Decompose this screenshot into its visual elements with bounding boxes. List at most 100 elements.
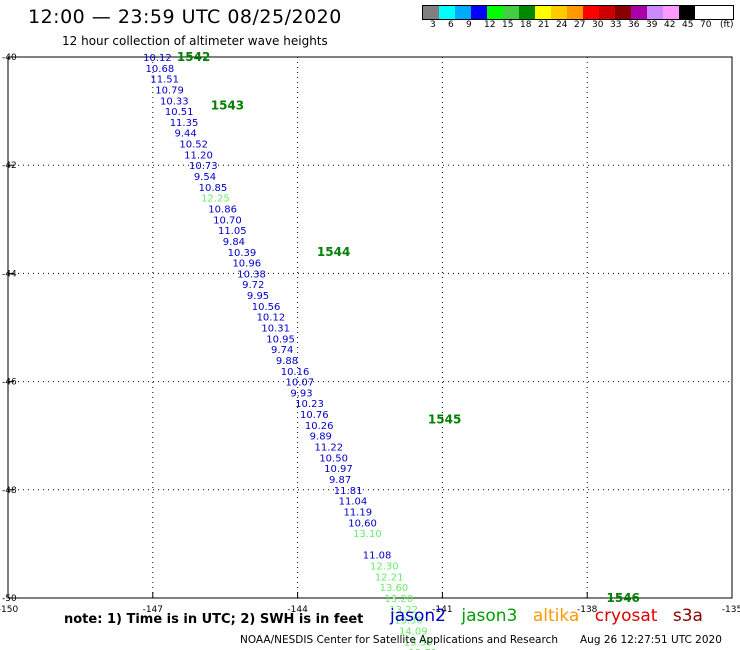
data-label-jason3: 13.20 (384, 594, 413, 605)
data-label-jason2: 11.05 (218, 226, 247, 237)
y-tick-label: -40 (2, 53, 17, 63)
scale-label-12: 39 (646, 20, 658, 30)
data-label-jason2: 10.23 (295, 399, 324, 410)
data-label-jason2: 10.26 (305, 421, 334, 432)
pass-number-label: 1544 (317, 245, 350, 259)
x-tick-label: -138 (577, 605, 598, 615)
plot-frame (7, 56, 733, 599)
data-label-jason2: 10.33 (160, 96, 189, 107)
data-label-jason2: 11.35 (170, 118, 199, 129)
data-label-jason2: 10.96 (232, 259, 261, 270)
y-tick-label: -50 (2, 594, 17, 604)
data-label-jason2: 10.95 (266, 334, 295, 345)
scale-swatch-11 (599, 6, 615, 19)
data-label-jason2: 10.31 (261, 324, 290, 335)
data-label-jason2: 9.89 (310, 432, 332, 443)
scale-label-3: 12 (484, 20, 496, 30)
data-label-jason3: 13.71 (409, 648, 438, 650)
pass-number-label: 1543 (211, 99, 244, 113)
data-label-jason2: 10.51 (165, 107, 194, 118)
scale-swatch-15 (663, 6, 679, 19)
data-label-jason2: 11.81 (334, 486, 363, 497)
data-label-jason2: 10.86 (208, 204, 237, 215)
x-tick-label: -150 (0, 605, 18, 615)
scale-swatch-16 (679, 6, 695, 19)
scale-swatch-9 (567, 6, 583, 19)
data-label-jason3: 14.09 (399, 626, 428, 637)
data-label-jason2: 10.68 (146, 64, 175, 75)
data-label-jason2: 9.95 (247, 291, 269, 302)
data-label-jason2: 9.84 (223, 237, 245, 248)
x-tick-label: -135 (722, 605, 740, 615)
scale-swatch-8 (551, 6, 567, 19)
y-tick-label: -46 (2, 378, 17, 388)
data-label-jason3: 13.30 (394, 616, 423, 627)
data-label-jason3: 13.22 (389, 605, 418, 616)
scale-swatch-12 (615, 6, 631, 19)
data-label-jason2: 10.76 (300, 410, 329, 421)
color-scale-swatches (422, 5, 734, 20)
data-label-jason2: 10.60 (348, 518, 377, 529)
scale-unit: (ft) (720, 20, 734, 30)
data-label-jason2: 10.12 (143, 53, 172, 64)
page-subtitle: 12 hour collection of altimeter wave hei… (62, 34, 328, 48)
legend-jason3: jason3 (461, 606, 518, 626)
y-tick-label: -48 (2, 486, 17, 496)
footer-credit: NOAA/NESDIS Center for Satellite Applica… (240, 634, 558, 646)
data-label-jason2: 10.73 (189, 161, 218, 172)
data-label-jason2: 10.16 (281, 367, 310, 378)
scale-label-11: 36 (628, 20, 640, 30)
data-label-jason2: 9.72 (242, 280, 264, 291)
scale-swatch-13 (631, 6, 647, 19)
data-label-jason2: 10.56 (252, 302, 281, 313)
data-label-jason2: 10.12 (257, 313, 286, 324)
page-title: 12:00 — 23:59 UTC 08/25/2020 (28, 6, 342, 28)
data-label-jason2: 10.38 (237, 269, 266, 280)
legend-jason2: jason2 (390, 606, 446, 626)
footer-note: note: 1) Time is in UTC; 2) SWH is in fe… (64, 612, 364, 627)
scale-label-2: 9 (466, 20, 472, 30)
scale-swatch-1 (439, 6, 455, 19)
x-tick-label: -144 (287, 605, 308, 615)
x-tick-label: -141 (432, 605, 452, 615)
scale-label-0: 3 (430, 20, 436, 30)
scale-swatch-5 (503, 6, 519, 19)
data-label-jason2: 11.08 (363, 551, 392, 562)
scale-label-4: 15 (502, 20, 514, 30)
scale-label-13: 42 (664, 20, 676, 30)
satellite-legend: jason2 jason3 altika cryosat s3a (390, 606, 713, 626)
color-scale-legend: 3 6 9 12 15 18 21 24 27 30 33 36 39 42 45 70 (ft) (422, 5, 734, 30)
x-tick-label: -147 (143, 605, 163, 615)
scale-label-1: 6 (448, 20, 454, 30)
data-label-jason2: 9.44 (175, 129, 197, 140)
legend-cryosat: cryosat (594, 606, 658, 626)
legend-altika: altika (532, 606, 580, 626)
scale-label-8: 27 (574, 20, 586, 30)
y-tick-label: -44 (2, 269, 17, 279)
pass-number-label: 1545 (428, 412, 461, 426)
data-label-jason2: 11.22 (314, 443, 343, 454)
legend-s3a: s3a (672, 606, 703, 626)
data-label-jason3: 13.36 (404, 637, 433, 648)
data-label-jason2: 11.19 (343, 507, 372, 518)
scale-swatch-14 (647, 6, 663, 19)
data-label-jason2: 10.39 (228, 248, 257, 259)
data-label-jason2: 10.79 (155, 85, 184, 96)
data-label-jason2: 9.74 (271, 345, 293, 356)
scale-label-10: 33 (610, 20, 622, 30)
data-label-jason2: 9.54 (194, 172, 216, 183)
scale-swatch-7 (535, 6, 551, 19)
data-label-jason2: 10.97 (324, 464, 353, 475)
data-label-jason2: 11.04 (339, 497, 368, 508)
scale-swatch-6 (519, 6, 535, 19)
pass-number-label: 1546 (607, 591, 640, 605)
data-label-jason2: 10.52 (179, 140, 208, 151)
scale-label-15: 70 (700, 20, 712, 30)
data-label-jason3: 12.21 (375, 572, 404, 583)
data-label-jason2: 10.70 (213, 215, 242, 226)
scale-label-9: 30 (592, 20, 604, 30)
scale-swatch-0 (423, 6, 439, 19)
pass-number-label: 1542 (177, 50, 210, 64)
scale-label-7: 24 (556, 20, 568, 30)
